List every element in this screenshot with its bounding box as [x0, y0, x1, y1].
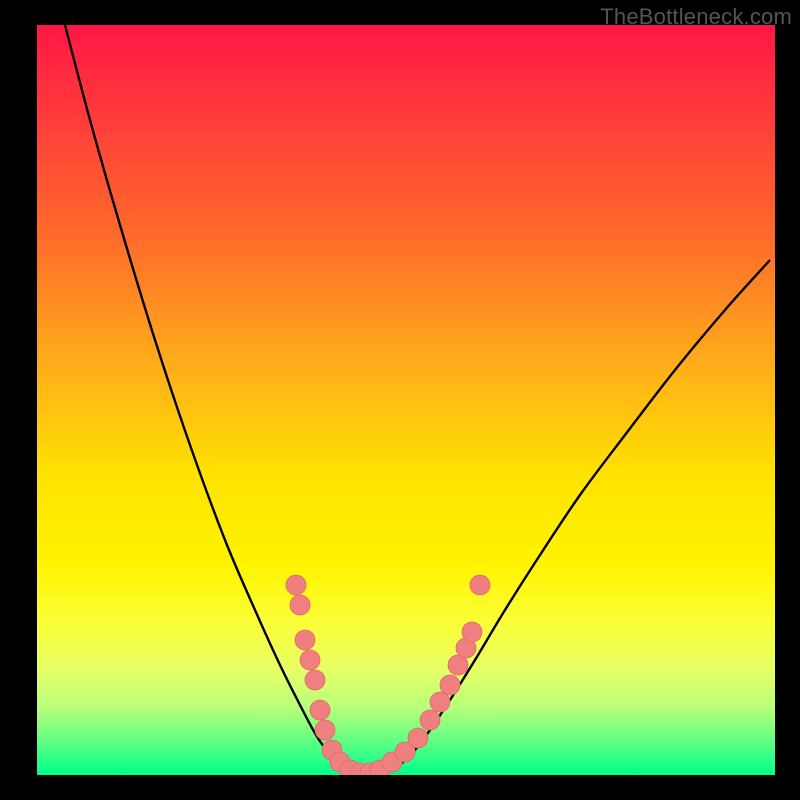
data-marker — [310, 700, 330, 720]
chart-plot-area — [37, 25, 775, 775]
data-marker — [462, 622, 482, 642]
data-marker — [420, 710, 440, 730]
data-marker — [408, 728, 428, 748]
watermark-text: TheBottleneck.com — [600, 4, 792, 30]
bottleneck-chart — [0, 0, 800, 800]
data-marker — [295, 630, 315, 650]
data-marker — [430, 692, 450, 712]
data-marker — [470, 575, 490, 595]
data-marker — [315, 720, 335, 740]
data-marker — [300, 650, 320, 670]
data-marker — [305, 670, 325, 690]
data-marker — [290, 595, 310, 615]
data-marker — [440, 675, 460, 695]
data-marker — [286, 575, 306, 595]
